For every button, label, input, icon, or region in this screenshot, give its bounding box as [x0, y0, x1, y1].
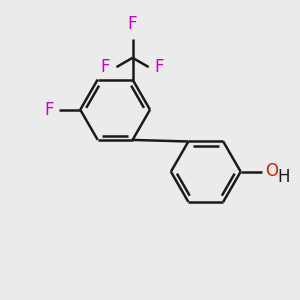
- Text: H: H: [277, 168, 289, 186]
- Text: F: F: [44, 101, 54, 119]
- Text: F: F: [155, 58, 164, 76]
- Text: O: O: [266, 162, 278, 180]
- Text: F: F: [101, 58, 110, 76]
- Text: F: F: [128, 15, 137, 33]
